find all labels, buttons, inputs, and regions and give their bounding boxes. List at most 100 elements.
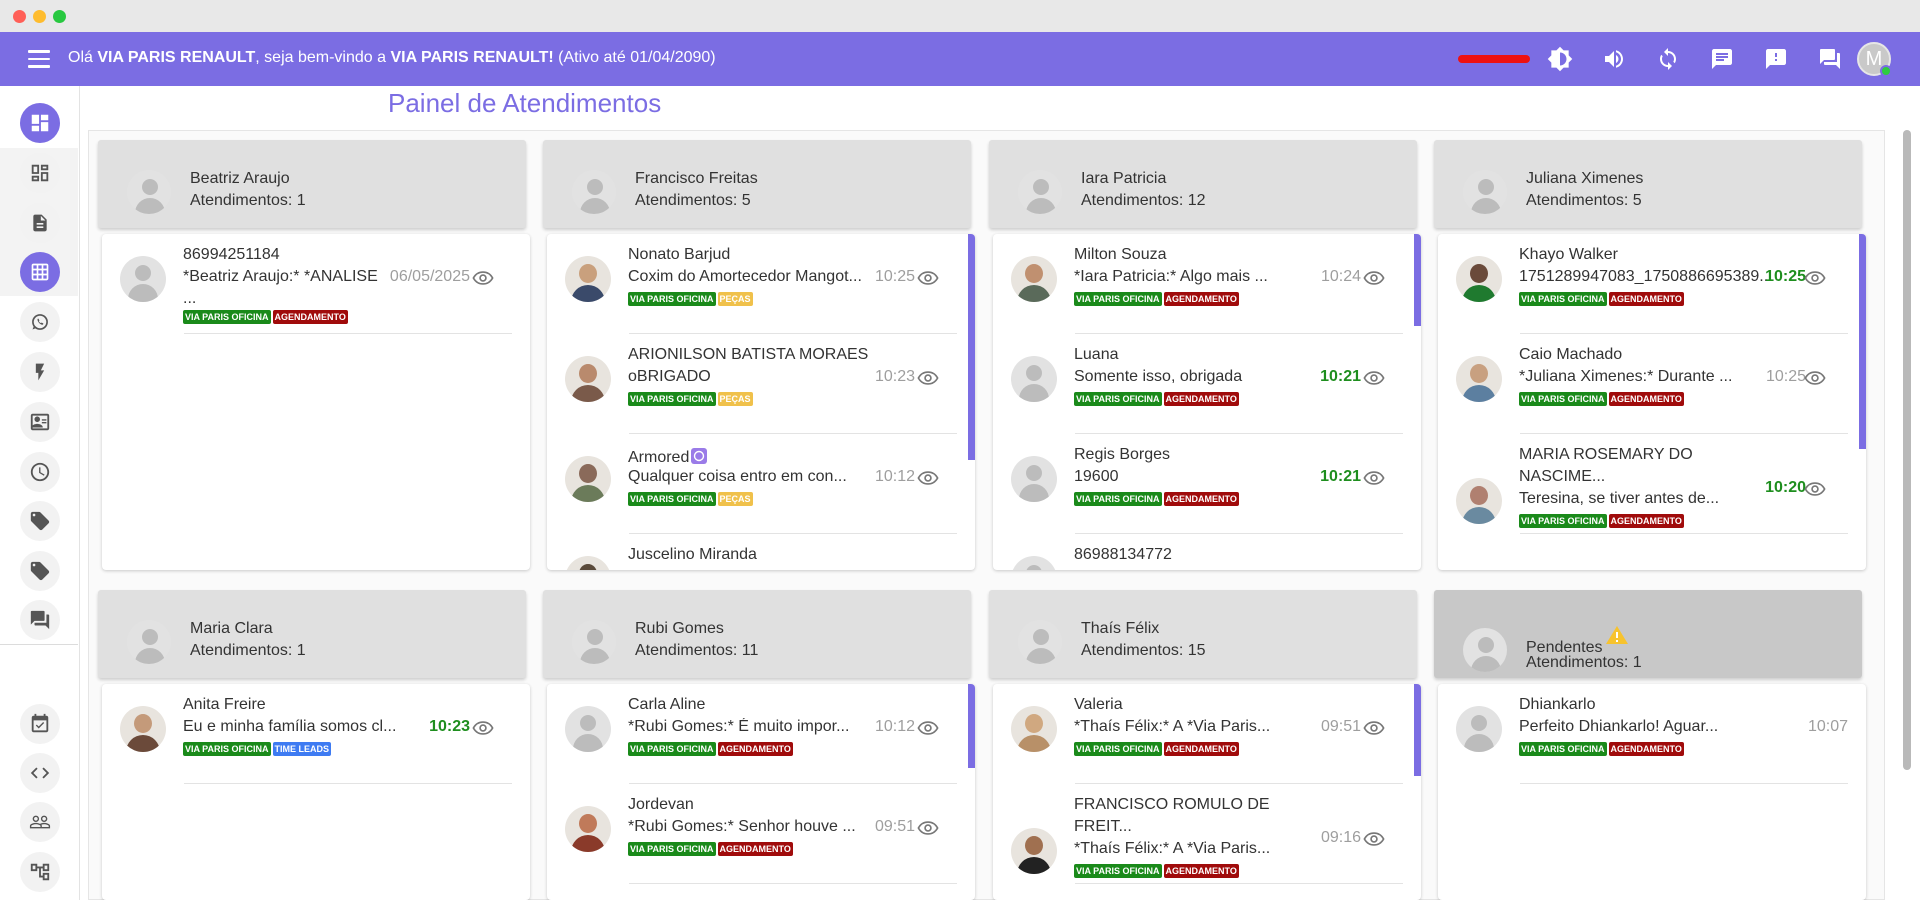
sidebar-task-icon[interactable]: [20, 704, 60, 744]
view-eye-icon[interactable]: [917, 370, 939, 386]
view-eye-icon[interactable]: [472, 270, 494, 286]
view-eye-icon[interactable]: [917, 720, 939, 736]
conversation-item[interactable]: Caio Machado *Juliana Ximenes:* Durante .…: [1456, 334, 1848, 434]
conversation-item[interactable]: Carla Aline *Rubi Gomes:* É muito impor..…: [565, 684, 957, 784]
conversation-item[interactable]: MARIA ROSEMARY DO NASCIME... Teresina, se …: [1456, 434, 1848, 534]
forum-icon[interactable]: [1816, 45, 1844, 73]
contact-name: Regis Borges: [1074, 446, 1171, 463]
view-eye-icon[interactable]: [917, 270, 939, 286]
sidebar-flow-icon[interactable]: [20, 852, 60, 892]
contact-avatar: [565, 556, 611, 570]
tag-badge-oficina: VIA PARIS OFICINA: [1519, 292, 1607, 306]
user-avatar[interactable]: M: [1857, 42, 1892, 77]
item-divider: [184, 783, 512, 784]
conversation-item[interactable]: Armored Qualquer coisa entro em con... 10:…: [565, 434, 957, 534]
list-scrollbar[interactable]: [1414, 234, 1421, 326]
conversation-item[interactable]: Valeria *Thaís Félix:* A *Via Paris... 09:…: [1011, 684, 1403, 784]
conversation-item[interactable]: Nonato Barjud Coxim do Amortecedor Mangot…: [565, 234, 957, 334]
agent-avatar: [127, 620, 171, 664]
view-eye-icon[interactable]: [1363, 831, 1385, 847]
agent-avatar: [1018, 620, 1062, 664]
last-message: *Thaís Félix:* A *Via Paris...: [1074, 840, 1271, 857]
conversation-item[interactable]: Juscelino Miranda: [565, 534, 957, 570]
menu-icon[interactable]: [28, 50, 50, 68]
contact-name-continued: NASCIME...: [1519, 468, 1606, 485]
agent-column-header[interactable]: Maria Clara Atendimentos: 1: [98, 590, 526, 678]
conversation-item[interactable]: Anita Freire Eu e minha família somos cl.…: [120, 684, 512, 784]
tag-badge-oficina: VIA PARIS OFICINA: [1074, 742, 1162, 756]
sidebar-document-icon[interactable]: [20, 203, 60, 243]
message-time: 10:25: [874, 268, 915, 285]
minimize-window-button[interactable]: [33, 10, 46, 23]
sidebar-clock-icon[interactable]: [20, 452, 60, 492]
agent-column-header[interactable]: Iara Patricia Atendimentos: 12: [989, 140, 1417, 228]
conversation-item[interactable]: Khayo Walker 1751289947083_1750886695389.…: [1456, 234, 1848, 334]
item-divider: [1520, 783, 1848, 784]
view-eye-icon[interactable]: [1363, 470, 1385, 486]
agent-column-header[interactable]: Francisco Freitas Atendimentos: 5: [543, 140, 971, 228]
sidebar-flash-icon[interactable]: [20, 352, 60, 392]
agent-column-header[interactable]: Beatriz Araujo Atendimentos: 1: [98, 140, 526, 228]
tag-list: VIA PARIS OFICINA PEÇAS: [628, 292, 753, 306]
message-time: 10:12: [874, 468, 915, 485]
last-message: *Beatriz Araujo:* *ANALISE: [183, 268, 378, 285]
contact-name: Caio Machado: [1519, 346, 1623, 363]
sidebar-dashboard-outline-icon[interactable]: [20, 153, 60, 193]
list-scrollbar[interactable]: [1414, 684, 1421, 776]
last-message: *Rubi Gomes:* Senhor houve ...: [628, 818, 856, 835]
refresh-icon[interactable]: [1654, 45, 1682, 73]
view-eye-icon[interactable]: [1804, 370, 1826, 386]
agent-column-header[interactable]: Juliana Ximenes Atendimentos: 5: [1434, 140, 1862, 228]
list-scrollbar[interactable]: [968, 684, 975, 768]
volume-icon[interactable]: [1600, 45, 1628, 73]
item-divider: [1075, 433, 1403, 434]
sidebar-forum-icon[interactable]: [20, 600, 60, 640]
view-eye-icon[interactable]: [1804, 270, 1826, 286]
conversation-item[interactable]: FRANCISCO ROMULO DE FREIT... *Thaís Félix:…: [1011, 784, 1403, 884]
sidebar-tag-icon-2[interactable]: [20, 551, 60, 591]
sidebar-dashboard-icon[interactable]: [20, 103, 60, 143]
sidebar-grid-icon[interactable]: [20, 252, 60, 292]
agent-column-header[interactable]: Pendentes Atendimentos: 1: [1434, 590, 1862, 678]
page-scrollbar[interactable]: [1903, 130, 1911, 770]
maximize-window-button[interactable]: [53, 10, 66, 23]
conversation-item[interactable]: 86988134772: [1011, 534, 1403, 570]
sidebar-code-icon[interactable]: [20, 753, 60, 793]
view-eye-icon[interactable]: [1363, 370, 1385, 386]
sidebar-tag-icon[interactable]: [20, 501, 60, 541]
tag-badge-oficina: VIA PARIS OFICINA: [628, 842, 716, 856]
last-message: *Iara Patricia:* Algo mais ...: [1074, 268, 1268, 285]
close-window-button[interactable]: [13, 10, 26, 23]
conversation-item[interactable]: 86994251184 *Beatriz Araujo:* *ANALISE...…: [120, 234, 512, 334]
app-header: Olá VIA PARIS RENAULT, seja bem-vindo a …: [0, 32, 1920, 86]
sidebar-divider: [0, 644, 78, 645]
conversation-item[interactable]: Milton Souza *Iara Patricia:* Algo mais .…: [1011, 234, 1403, 334]
brightness-icon[interactable]: [1546, 45, 1574, 73]
view-eye-icon[interactable]: [917, 470, 939, 486]
list-scrollbar[interactable]: [968, 234, 975, 460]
agent-column-header[interactable]: Thaís Félix Atendimentos: 15: [989, 590, 1417, 678]
view-eye-icon[interactable]: [1363, 270, 1385, 286]
sidebar-whatsapp-icon[interactable]: [20, 302, 60, 342]
conversation-item[interactable]: Dhiankarlo Perfeito Dhiankarlo! Aguar... 1…: [1456, 684, 1848, 784]
conversation-item[interactable]: ARIONILSON BATISTA MORAES oBRIGADO 10:23 VI…: [565, 334, 957, 434]
alert-chat-icon[interactable]: [1762, 45, 1790, 73]
message-time: 06/05/2025: [389, 268, 470, 285]
tag-list: VIA PARIS OFICINA AGENDAMENTO: [1074, 392, 1239, 406]
agent-column-header[interactable]: Rubi Gomes Atendimentos: 11: [543, 590, 971, 678]
view-eye-icon[interactable]: [1363, 720, 1385, 736]
contact-avatar: [1011, 256, 1057, 302]
view-eye-icon[interactable]: [472, 720, 494, 736]
conversation-item[interactable]: Jordevan *Rubi Gomes:* Senhor houve ... 09…: [565, 784, 957, 884]
sidebar-contacts-icon[interactable]: [20, 402, 60, 442]
view-eye-icon[interactable]: [1804, 481, 1826, 497]
chat-icon[interactable]: [1708, 45, 1736, 73]
sidebar-users-icon[interactable]: [20, 802, 60, 842]
contact-avatar: [565, 256, 611, 302]
agent-name: Thaís Félix: [1081, 620, 1160, 637]
view-eye-icon[interactable]: [917, 820, 939, 836]
conversation-item[interactable]: Regis Borges 19600 10:21 VIA PARIS OFICINA A…: [1011, 434, 1403, 534]
tag-badge-agend: AGENDAMENTO: [1163, 492, 1239, 506]
conversation-item[interactable]: Luana Somente isso, obrigada 10:21 VIA PARI…: [1011, 334, 1403, 434]
list-scrollbar[interactable]: [1859, 234, 1866, 449]
